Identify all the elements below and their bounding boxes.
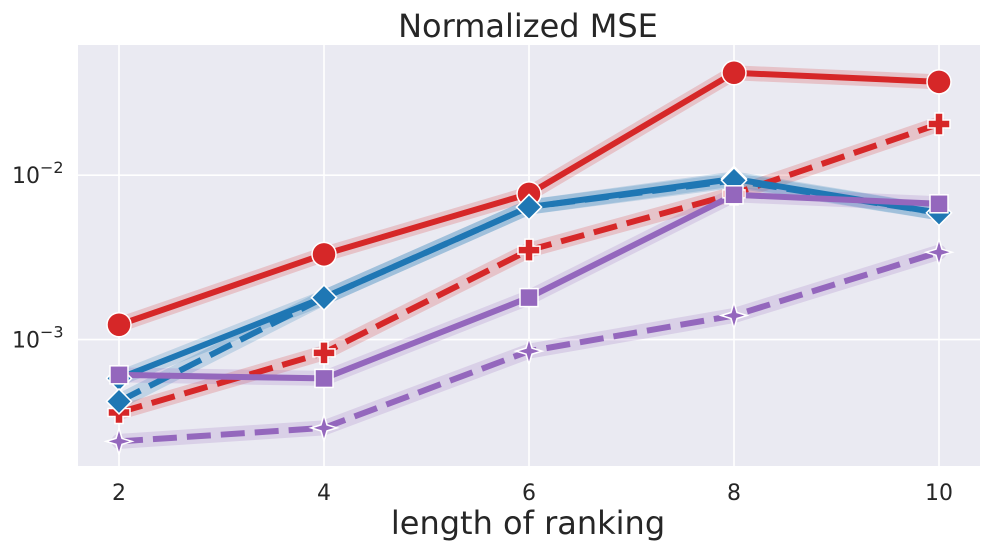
x-tick-label: 2 (112, 481, 126, 506)
x-axis-label: length of ranking (391, 504, 665, 542)
point-purple-dashed-star (718, 299, 750, 332)
point-red-solid-circle (311, 241, 337, 268)
x-tick-label: 6 (522, 481, 536, 506)
point-blue-dashed-diamond (310, 284, 338, 312)
x-tick-label: 8 (727, 481, 741, 506)
point-purple-solid-square (314, 368, 334, 389)
point-red-dashed-plus (927, 112, 951, 136)
point-red-solid-circle (721, 60, 747, 86)
point-purple-solid-square (724, 185, 744, 205)
y-tick-label: 10−3 (12, 323, 64, 354)
point-red-dashed-plus (517, 238, 541, 262)
point-purple-solid-square (109, 365, 129, 385)
point-red-solid-circle (106, 312, 132, 338)
point-purple-dashed-star (308, 412, 340, 444)
point-blue-dashed-diamond (105, 387, 133, 416)
point-purple-solid-square (929, 194, 949, 214)
point-purple-dashed-star (103, 425, 135, 457)
chart-title: Normalized MSE (398, 7, 658, 45)
point-red-dashed-plus (312, 341, 336, 365)
point-red-solid-circle (926, 69, 952, 95)
marker-layer (103, 60, 955, 457)
point-blue-dashed-diamond (515, 193, 543, 221)
point-purple-dashed-star (513, 335, 545, 367)
point-purple-dashed-star (923, 236, 955, 268)
y-tick-label: 10−2 (12, 158, 64, 189)
x-tick-label: 10 (925, 481, 953, 506)
point-purple-solid-square (519, 287, 539, 308)
x-tick-label: 4 (317, 481, 331, 506)
